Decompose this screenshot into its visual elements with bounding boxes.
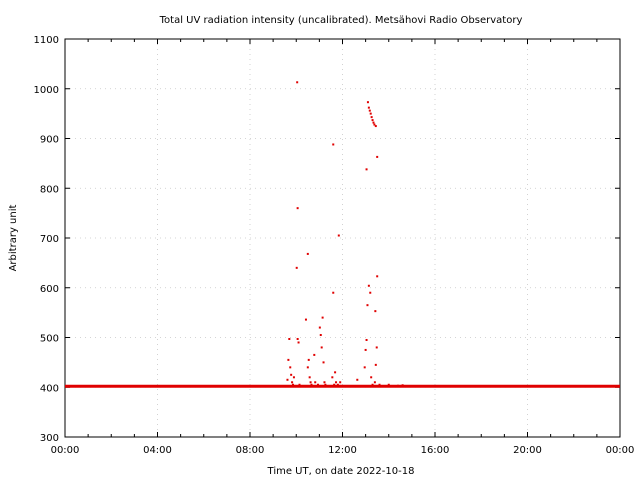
data-point [369, 291, 372, 294]
data-point [316, 383, 319, 386]
data-point [318, 326, 321, 329]
x-tick-label: 00:00 [606, 445, 635, 456]
y-tick-label: 800 [40, 184, 59, 195]
x-tick-label: 08:00 [236, 445, 265, 456]
data-point [370, 116, 373, 119]
x-tick-label: 04:00 [143, 445, 172, 456]
y-tick-label: 1000 [34, 85, 59, 96]
data-point [313, 353, 316, 356]
data-point [308, 376, 311, 379]
data-point [319, 334, 322, 337]
data-point [366, 304, 369, 307]
data-point [320, 346, 323, 349]
data-point [401, 384, 404, 387]
data-point [375, 346, 378, 349]
data-point [324, 383, 327, 386]
data-point [368, 109, 371, 112]
data-point [306, 366, 309, 369]
data-point [287, 358, 290, 361]
axis-ticks: 00:00 04:00 08:00 12:00 16:00 20:00 00:0030040… [34, 35, 635, 456]
data-point [383, 385, 386, 388]
data-point [321, 316, 324, 319]
data-point [286, 378, 289, 381]
data-point [297, 341, 300, 344]
y-tick-label: 700 [40, 234, 59, 245]
data-point [339, 381, 342, 384]
x-tick-label: 20:00 [513, 445, 542, 456]
data-point [290, 373, 293, 376]
data-point [304, 318, 307, 321]
data-points [286, 81, 404, 388]
data-point [296, 207, 299, 210]
data-point [387, 383, 390, 386]
y-tick-label: 500 [40, 334, 59, 345]
data-point [337, 234, 340, 237]
data-point [366, 101, 369, 104]
data-point [307, 358, 310, 361]
data-point [323, 381, 326, 384]
data-point [310, 383, 313, 386]
data-point [372, 121, 375, 124]
data-point [289, 366, 292, 369]
data-point [356, 378, 359, 381]
data-point [335, 381, 338, 384]
data-point [373, 123, 376, 126]
data-point [363, 366, 366, 369]
data-point [334, 371, 337, 374]
data-point [376, 275, 379, 278]
data-point [367, 106, 370, 109]
data-point [397, 384, 399, 387]
data-point [371, 119, 374, 122]
data-point [331, 376, 334, 379]
data-point [292, 383, 295, 386]
data-point [365, 168, 368, 171]
data-point [336, 383, 339, 386]
data-point [364, 348, 367, 351]
data-point [374, 310, 377, 313]
y-tick-label: 600 [40, 284, 59, 295]
y-tick-label: 300 [40, 433, 59, 444]
chart-title: Total UV radiation intensity (uncalibrat… [159, 15, 523, 26]
data-point [371, 383, 374, 386]
data-point [332, 291, 335, 294]
data-point [392, 385, 395, 388]
data-point [370, 376, 373, 379]
y-tick-label: 1100 [34, 35, 59, 46]
data-point [296, 81, 299, 84]
data-point [288, 337, 291, 340]
grid-lines [64, 38, 621, 438]
data-point [292, 376, 295, 379]
plot-frame [64, 38, 621, 438]
data-point [374, 125, 377, 128]
y-axis-title: Arbitrary unit [8, 205, 19, 272]
y-tick-label: 900 [40, 135, 59, 146]
x-axis-title: Time UT, on date 2022-10-18 [267, 466, 415, 477]
data-point [314, 381, 317, 384]
data-point [295, 266, 298, 269]
data-point [306, 252, 309, 255]
data-point [322, 361, 325, 364]
data-point [296, 337, 299, 340]
x-tick-label: 12:00 [328, 445, 357, 456]
data-point [333, 383, 336, 386]
data-point [367, 284, 370, 287]
data-point [365, 338, 368, 341]
y-tick-label: 400 [40, 383, 59, 394]
data-point [309, 381, 312, 384]
data-point [374, 363, 377, 366]
x-tick-label: 16:00 [421, 445, 450, 456]
data-point [332, 143, 335, 146]
data-point [369, 112, 372, 115]
data-point [376, 155, 379, 158]
data-point [373, 381, 376, 384]
x-tick-label: 00:00 [51, 445, 80, 456]
data-point [298, 383, 301, 386]
data-point [291, 381, 294, 384]
data-point [378, 383, 381, 386]
